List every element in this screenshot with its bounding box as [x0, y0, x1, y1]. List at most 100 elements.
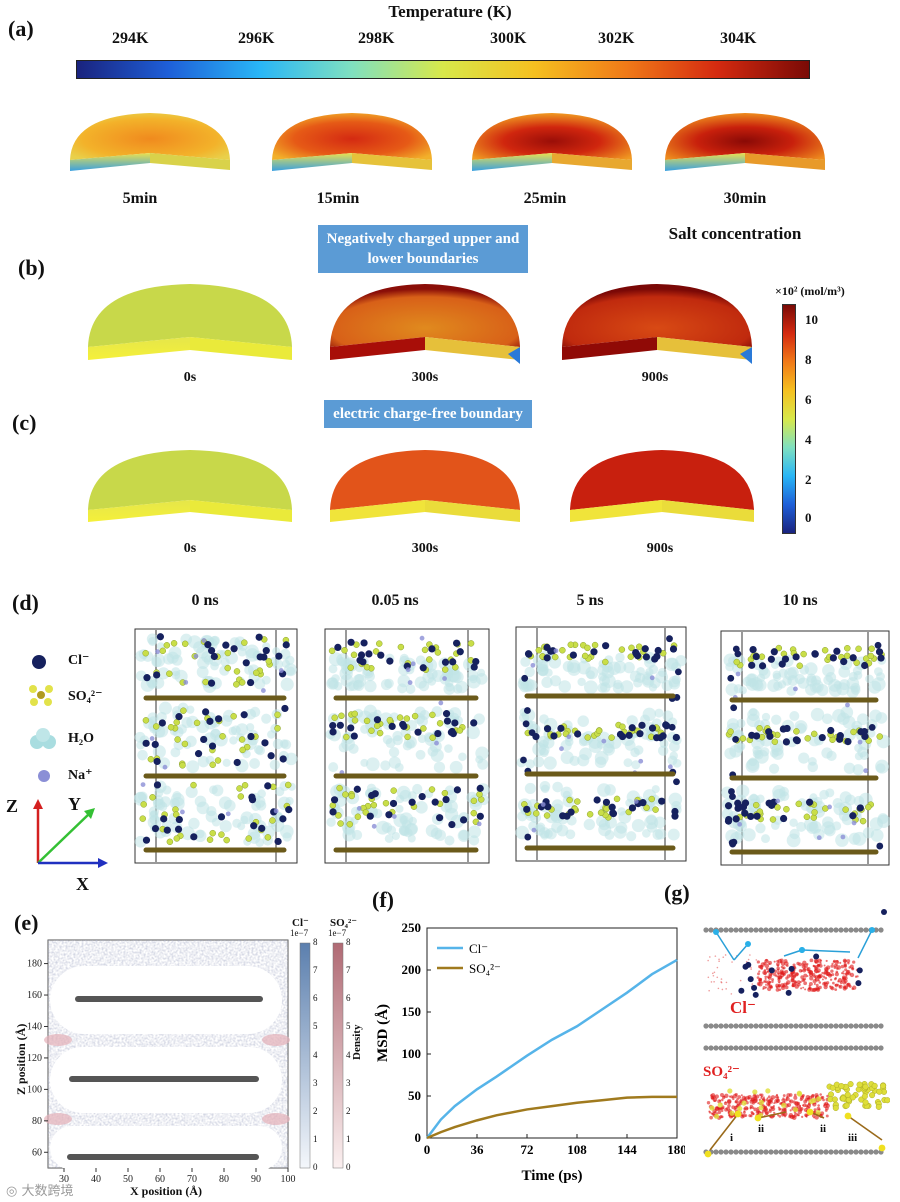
salt-colorbar — [782, 304, 796, 534]
cbar-tick: 6 — [346, 993, 351, 1004]
salt-tick: 4 — [805, 432, 812, 447]
disk-300s-free — [330, 450, 520, 522]
msd-ytick-label: 100 — [402, 1046, 422, 1061]
e-ytick: 100 — [27, 1084, 42, 1095]
panel-e-label: (e) — [14, 910, 39, 935]
cbar-so4-scale: 1e−7 — [328, 928, 347, 938]
msd-ytick-label: 50 — [408, 1088, 421, 1103]
msd-xtick-label: 72 — [521, 1142, 534, 1157]
time-label: 900s — [646, 541, 674, 556]
so4-label: SO₄²⁻ — [703, 1064, 740, 1080]
disk-900s-free — [570, 450, 754, 522]
time-label: 900s — [641, 370, 669, 385]
e-xtick: 90 — [251, 1174, 261, 1185]
cbar-tick: 1 — [313, 1133, 318, 1144]
time-label: 5min — [122, 190, 158, 207]
cbar-tick: 4 — [346, 1049, 351, 1060]
disk-0s-free — [88, 450, 292, 522]
cbar-tick: 8 — [346, 937, 351, 947]
cl-label: Cl⁻ — [730, 998, 756, 1017]
disk-15min — [272, 113, 432, 171]
cbar-so4-title: SO₄²⁻ — [330, 917, 358, 929]
condition-box-b: Negatively charged upper and lower bound… — [318, 225, 528, 273]
axis-x-label: X — [76, 874, 89, 894]
panel-d-label: (d) — [12, 590, 39, 615]
cbar-tick: 2 — [313, 1105, 318, 1116]
e-xtick: 50 — [123, 1174, 133, 1185]
time-label: 300s — [411, 370, 439, 385]
cbar-tick: 1 — [346, 1133, 351, 1144]
e-xlabel: X position (Å) — [130, 1184, 203, 1198]
water-icon — [30, 728, 56, 749]
msd-xtick-label: 144 — [617, 1142, 637, 1157]
msd-xtick-label: 0 — [424, 1142, 431, 1157]
time-label: 25min — [523, 190, 567, 207]
legend-label: H₂O — [68, 731, 94, 746]
density-label: Density — [351, 1024, 363, 1060]
e-ytick: 80 — [32, 1116, 42, 1127]
msd-xtick-label: 108 — [567, 1142, 587, 1157]
salt-tick: 2 — [805, 472, 812, 487]
disk-5min — [70, 113, 230, 171]
temperature-disks — [70, 113, 825, 171]
disk-25min — [472, 113, 632, 171]
md-snapshot-5ns — [515, 626, 687, 862]
e-ytick: 180 — [27, 959, 42, 970]
msd-series-line — [426, 958, 678, 1139]
sodium-ion-icon — [38, 770, 50, 782]
cbar-cl-title: Cl⁻ — [292, 917, 309, 929]
temperature-tick: 296K — [238, 30, 275, 47]
time-label: 30min — [723, 190, 767, 207]
e-ytick: 160 — [27, 990, 42, 1001]
ion-trajectory-panel — [698, 904, 890, 1170]
temperature-tick: 302K — [598, 30, 635, 47]
time-label: 15min — [316, 190, 360, 207]
path-label: i — [730, 1132, 734, 1144]
cbar-tick: 3 — [346, 1077, 351, 1088]
e-xtick: 100 — [281, 1174, 296, 1185]
temperature-tick: 300K — [490, 30, 527, 47]
cbar-tick: 5 — [313, 1021, 318, 1032]
msd-ytick-label: 200 — [402, 962, 422, 977]
msd-ytick-label: 250 — [402, 920, 422, 935]
disk-30min — [665, 113, 825, 171]
salt-tick: 6 — [805, 392, 812, 407]
md-time-label: 0.05 ns — [371, 592, 419, 609]
salt-disks-free — [88, 450, 754, 522]
msd-legend-label: Cl⁻ — [469, 941, 488, 956]
time-label: 0s — [183, 541, 197, 556]
md-snapshot-005ns — [324, 628, 490, 864]
temperature-tick: 304K — [720, 30, 757, 47]
e-ytick: 60 — [32, 1147, 42, 1158]
salt-tick: 10 — [805, 312, 818, 327]
path-label: ii — [820, 1123, 827, 1135]
msd-legend-label: SO₄²⁻ — [469, 961, 501, 976]
e-xtick: 60 — [155, 1174, 165, 1185]
md-time-label: 10 ns — [782, 592, 818, 609]
watermark: ◎ 大数跨境 — [6, 1184, 74, 1199]
panel-b-label: (b) — [18, 255, 45, 280]
e-ytick: 140 — [27, 1021, 42, 1032]
panel-g-label: (g) — [664, 880, 690, 905]
time-label: 0s — [183, 370, 197, 385]
path-label: iii — [848, 1132, 858, 1144]
cbar-tick: 7 — [346, 965, 351, 976]
cbar-tick: 2 — [346, 1105, 351, 1116]
axis-z-label: Z — [6, 796, 19, 816]
msd-chart: 0 36 72 108 144 180 0 50 100 150 200 250 Time (ps) MS… — [375, 920, 685, 1184]
salt-colorbar-title: Salt concentration — [668, 224, 802, 243]
e-ylabel: Z position (Å) — [14, 1023, 28, 1095]
legend-label: Na⁺ — [68, 768, 93, 783]
legend-label: SO₄²⁻ — [68, 689, 103, 704]
temperature-tick: 298K — [358, 30, 395, 47]
md-snapshot-0ns — [133, 628, 298, 864]
temperature-tick: 294K — [112, 30, 149, 47]
msd-ylabel: MSD (Å) — [375, 1004, 391, 1062]
msd-ytick-label: 150 — [402, 1004, 422, 1019]
panel-f-label: (f) — [372, 887, 394, 912]
cbar-tick: 0 — [313, 1162, 318, 1172]
cbar-tick: 6 — [313, 993, 318, 1004]
msd-plot-frame — [426, 927, 678, 1139]
disk-300s-charged — [330, 284, 520, 364]
